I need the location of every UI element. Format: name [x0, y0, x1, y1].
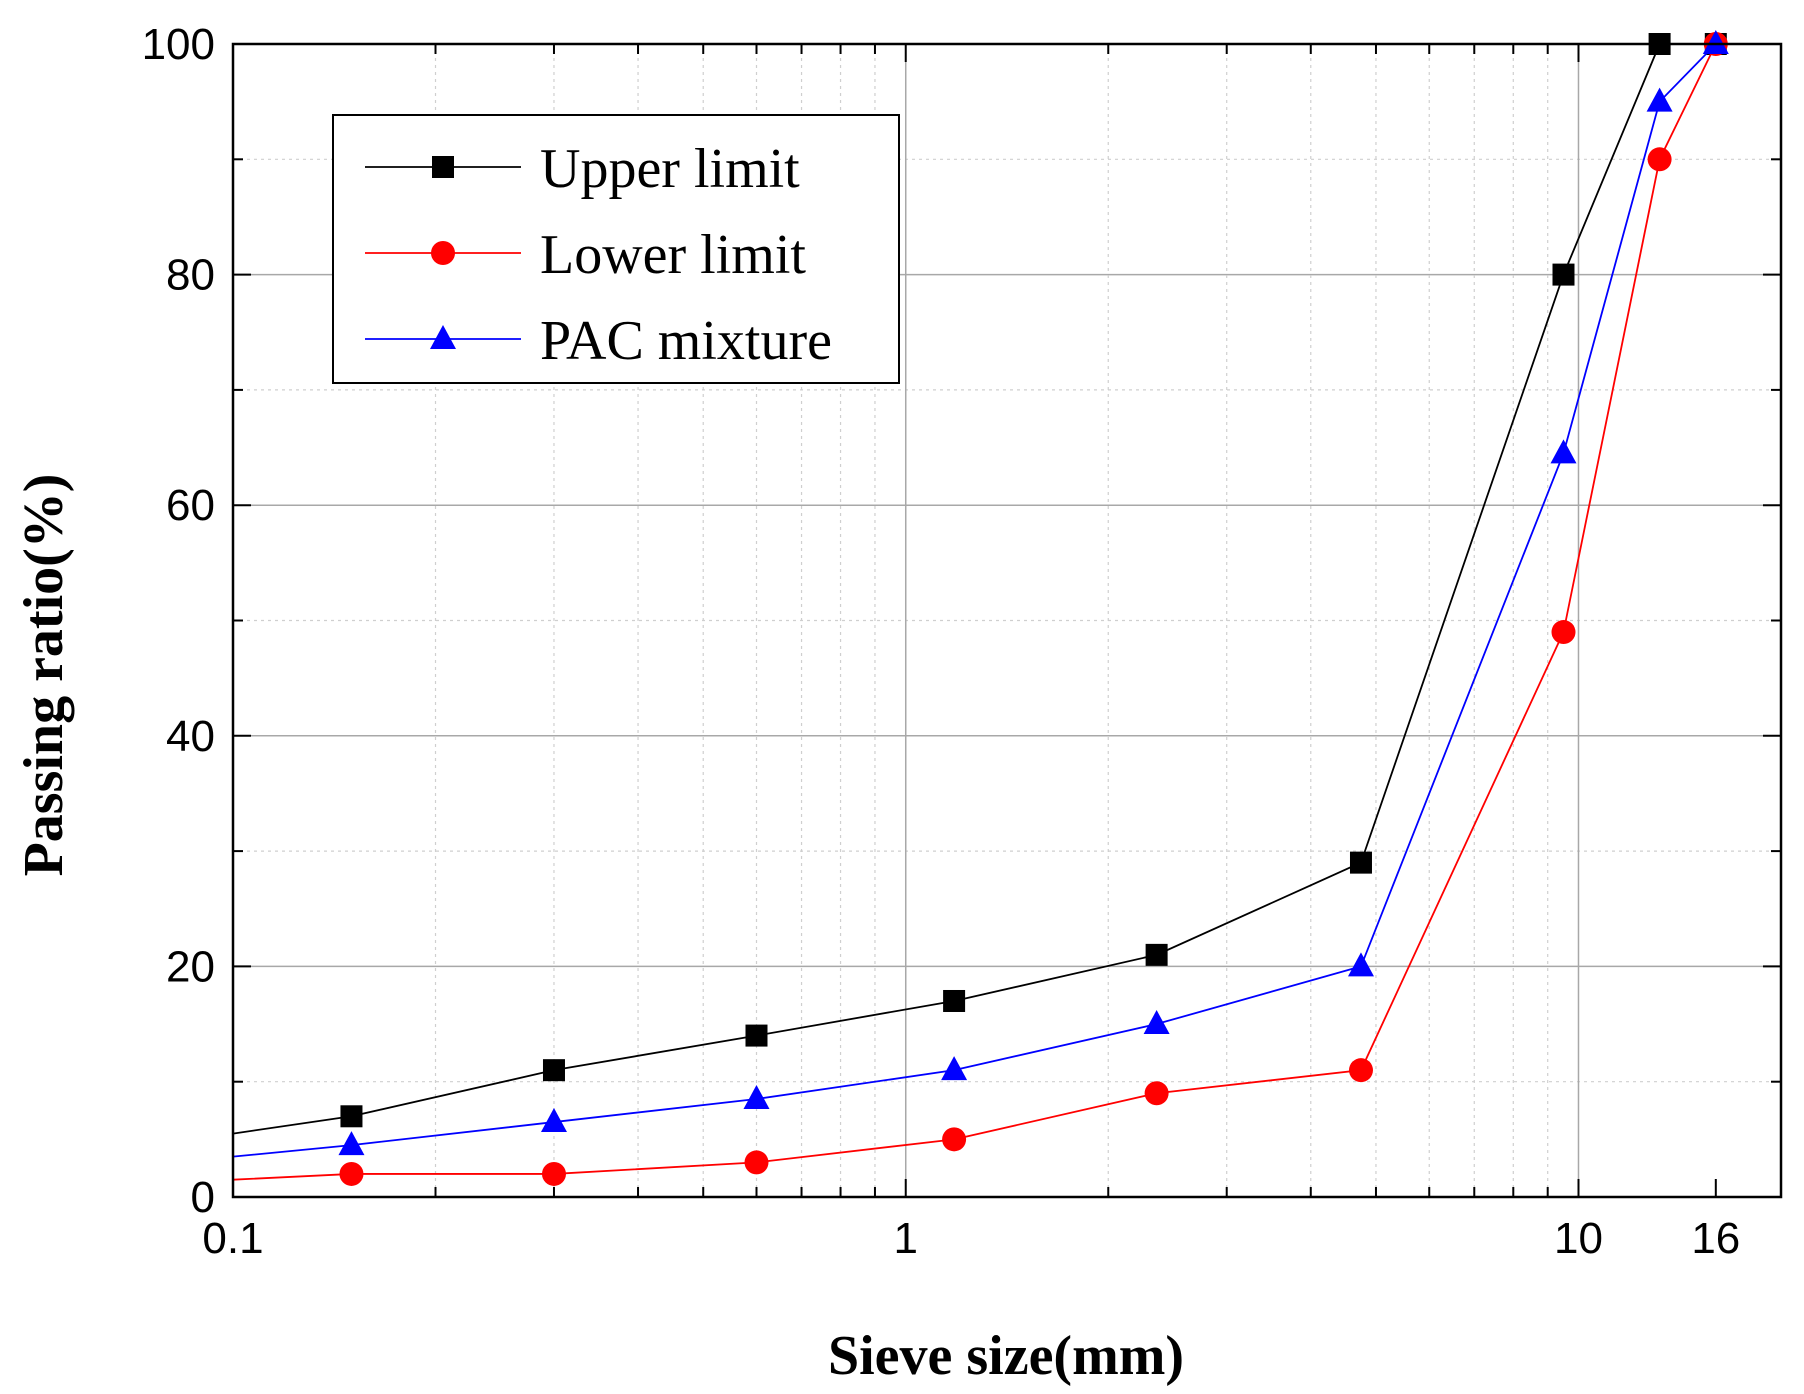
- legend-marker-lower-limit: [431, 241, 455, 265]
- legend: Upper limit Lower limit PAC mixture: [332, 114, 900, 384]
- legend-marker-pac-mixture: [430, 325, 456, 349]
- data-point-lower-limit: [1348, 1058, 1373, 1083]
- data-point-lower-limit: [942, 1127, 967, 1152]
- tick-labels: 0 20 40 60 80 100 0.1 1 10 16: [142, 20, 1741, 1263]
- data-point-upper-limit: [1552, 263, 1575, 286]
- legend-item-upper-limit: Upper limit: [365, 138, 800, 200]
- series-lower-limit: [232, 32, 1728, 1186]
- series-group: [232, 30, 1729, 1186]
- data-point-upper-limit: [1349, 851, 1372, 874]
- x-tick-label: 16: [1691, 1214, 1740, 1263]
- data-point-upper-limit: [340, 1105, 363, 1128]
- data-point-upper-limit: [745, 1024, 768, 1047]
- data-point-lower-limit: [1647, 147, 1672, 172]
- data-point-pac-mixture: [743, 1084, 770, 1109]
- data-point-upper-limit: [1145, 943, 1168, 966]
- x-tick-label: 1: [894, 1214, 918, 1263]
- series-line-pac-mixture: [232, 43, 1717, 1158]
- data-point-pac-mixture: [1702, 30, 1729, 54]
- data-point-pac-mixture: [1550, 439, 1577, 464]
- x-tick-label: 10: [1554, 1214, 1603, 1263]
- grid: [233, 44, 1781, 1197]
- series-line-upper-limit: [232, 43, 1716, 1135]
- legend-box: [332, 114, 900, 384]
- data-point-pac-mixture: [941, 1056, 968, 1081]
- data-point-lower-limit: [541, 1161, 566, 1186]
- legend-item-lower-limit: Lower limit: [365, 224, 806, 286]
- y-tick-label: 80: [166, 251, 215, 300]
- y-tick-label: 40: [166, 712, 215, 761]
- data-point-pac-mixture: [338, 1131, 365, 1156]
- legend-item-pac-mixture: PAC mixture: [365, 310, 832, 372]
- y-tick-label: 0: [191, 1173, 215, 1222]
- legend-label-upper-limit: Upper limit: [540, 138, 800, 200]
- y-tick-label: 20: [166, 942, 215, 991]
- data-point-lower-limit: [1551, 620, 1576, 645]
- y-tick-label: 60: [166, 481, 215, 530]
- legend-label-lower-limit: Lower limit: [540, 224, 806, 286]
- series-pac-mixture: [232, 30, 1729, 1158]
- data-point-pac-mixture: [1347, 952, 1374, 977]
- legend-marker-upper-limit: [432, 156, 454, 178]
- data-point-upper-limit: [542, 1059, 565, 1082]
- x-tick-label: 0.1: [202, 1214, 263, 1263]
- legend-label-pac-mixture: PAC mixture: [540, 310, 832, 372]
- axis-ticks: [232, 43, 1782, 1198]
- x-axis-title: Sieve size(mm): [828, 1325, 1184, 1387]
- y-tick-label: 100: [142, 20, 215, 69]
- data-point-pac-mixture: [1143, 1010, 1170, 1035]
- y-axis-title: Passing ratio(%): [13, 474, 75, 877]
- series-line-lower-limit: [232, 43, 1717, 1181]
- data-point-pac-mixture: [540, 1108, 567, 1133]
- data-point-lower-limit: [1144, 1081, 1169, 1106]
- data-point-pac-mixture: [1646, 87, 1673, 112]
- data-point-upper-limit: [943, 989, 966, 1012]
- data-point-lower-limit: [744, 1150, 769, 1175]
- data-point-lower-limit: [339, 1161, 364, 1186]
